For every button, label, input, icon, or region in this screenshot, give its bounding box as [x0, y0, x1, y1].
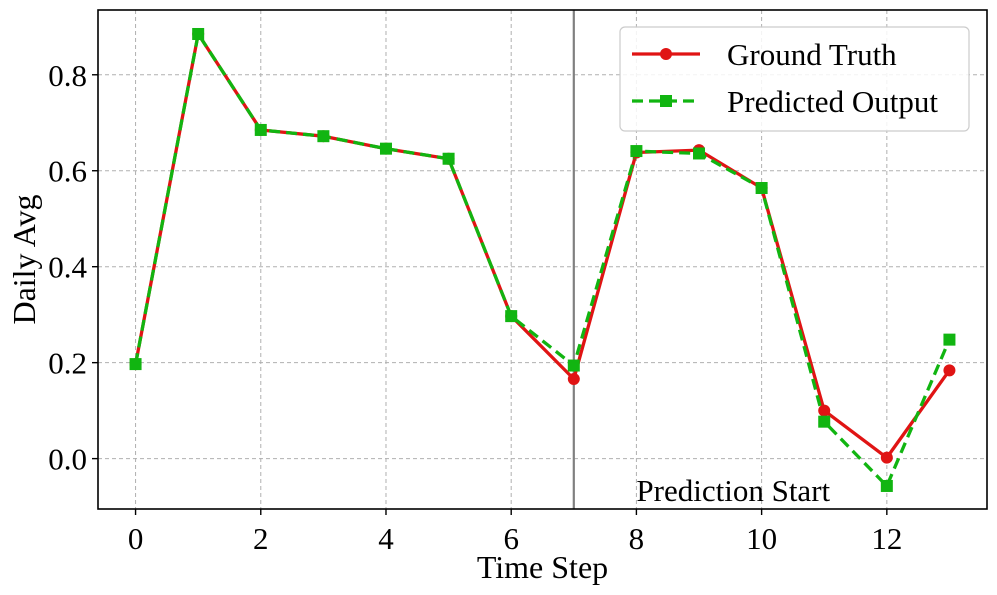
- legend-box: [619, 26, 970, 132]
- predicted-output-point: [317, 130, 330, 143]
- predicted-output-point: [129, 358, 142, 371]
- predicted-output-point: [755, 182, 768, 195]
- series-line-predicted-output: [133, 32, 951, 488]
- x-tick-label: 10: [746, 521, 777, 556]
- x-tick-label: 0: [128, 521, 144, 556]
- x-axis-title: Time Step: [477, 549, 608, 585]
- predicted-output-point: [505, 310, 518, 323]
- legend-items: Ground Truth Predicted Output: [632, 37, 938, 119]
- predicted-output-point: [818, 415, 831, 428]
- predicted-output-point: [693, 147, 706, 160]
- y-tick-label: 0.6: [48, 154, 87, 189]
- y-tick-label: 0.4: [48, 250, 87, 285]
- grid: [98, 10, 987, 509]
- y-tick-label: 0.0: [48, 442, 87, 477]
- predicted-output-point: [254, 123, 267, 136]
- ground-truth-point: [818, 404, 831, 417]
- ground-truth-point: [880, 451, 893, 464]
- x-tick-label: 4: [378, 521, 394, 556]
- legend-marker-predicted-output: [660, 95, 672, 107]
- predicted-output-point: [567, 359, 580, 372]
- legend: Ground Truth Predicted Output: [619, 26, 970, 132]
- predicted-output-point: [442, 152, 455, 165]
- ground-truth-point: [567, 372, 580, 385]
- predicted-output-point: [379, 142, 392, 155]
- series-layer: [129, 27, 956, 492]
- x-tick-label: 6: [503, 521, 519, 556]
- legend-label-ground-truth: Ground Truth: [727, 37, 897, 72]
- y-tick-label: 0.2: [48, 346, 87, 381]
- prediction-start-label: Prediction Start: [636, 473, 830, 508]
- ground-truth-point: [943, 364, 956, 377]
- x-tick-label: 2: [253, 521, 269, 556]
- legend-label-predicted-output: Predicted Output: [727, 84, 938, 119]
- y-tick-label: 0.8: [48, 58, 87, 93]
- predicted-output-point: [192, 27, 205, 40]
- y-axis-title: Daily Avg: [6, 194, 42, 324]
- legend-marker-ground-truth: [660, 48, 672, 60]
- x-tick-label: 12: [871, 521, 902, 556]
- predicted-output-point: [880, 479, 893, 492]
- predicted-output-point: [630, 145, 643, 158]
- axis-ticks: 0 2 4 6 8 10 12 0.0 0.2 0.4 0.6 0.8: [48, 58, 902, 556]
- predicted-output-point: [943, 333, 956, 346]
- plot-frame: [97, 9, 988, 510]
- x-tick-label: 8: [629, 521, 645, 556]
